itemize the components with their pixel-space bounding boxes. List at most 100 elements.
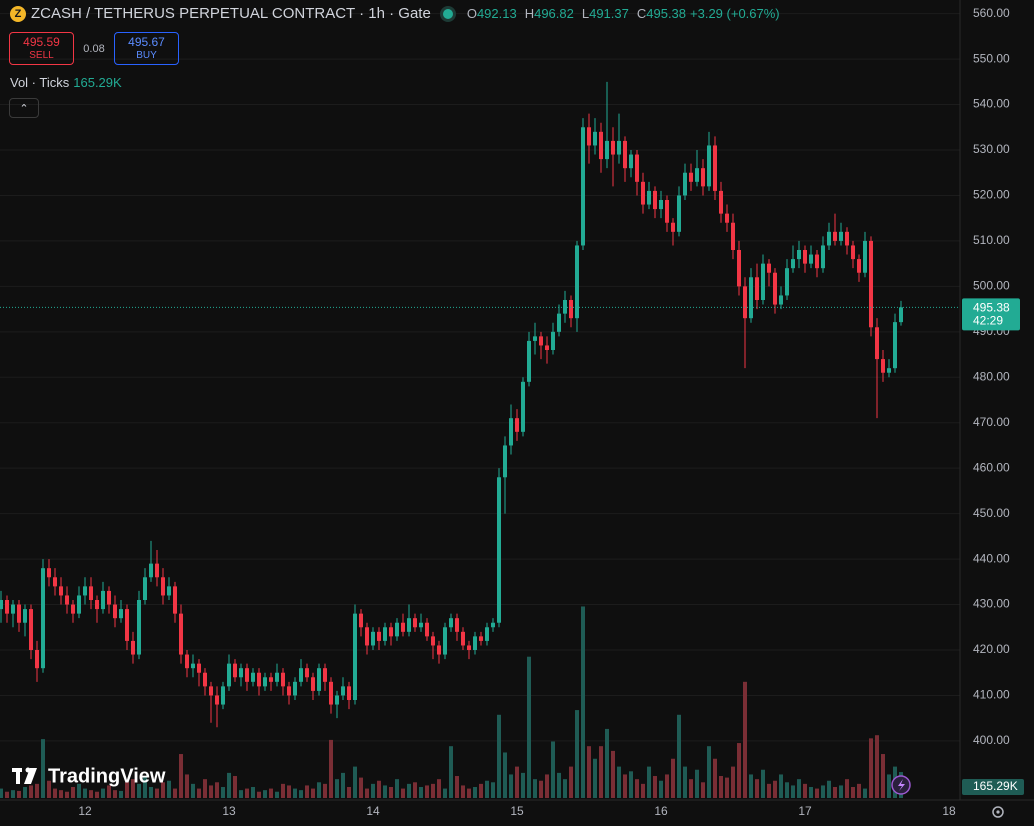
- volume-bar: [401, 788, 405, 798]
- collapse-button[interactable]: ⌃: [9, 98, 39, 118]
- candle-body: [521, 381, 525, 432]
- volume-bar: [707, 746, 711, 798]
- candle-body: [173, 586, 177, 614]
- candle-body: [827, 231, 831, 246]
- volume-bar: [95, 791, 99, 798]
- candle-body: [77, 595, 81, 614]
- candle-body: [767, 263, 771, 273]
- volume-bar: [509, 774, 513, 798]
- volume-bar: [755, 779, 759, 798]
- volume-bar: [77, 783, 81, 798]
- volume-bar: [119, 790, 123, 798]
- legend-key: C: [636, 6, 647, 21]
- candle-body: [155, 563, 159, 578]
- volume-bar: [713, 758, 717, 798]
- candle-body: [215, 695, 219, 705]
- candle-body: [881, 359, 885, 373]
- candle-body: [281, 672, 285, 687]
- candle-body: [467, 645, 471, 650]
- volume-bar: [305, 785, 309, 798]
- last-price-tag: [962, 298, 1020, 331]
- coin-icon: Z: [10, 5, 26, 22]
- candle-body: [113, 604, 117, 619]
- sell-button[interactable]: 495.59 SELL: [9, 32, 74, 65]
- trade-panel: 495.59 SELL 0.08 495.67 BUY: [9, 32, 179, 65]
- volume-bar: [665, 774, 669, 798]
- settings-button[interactable]: [992, 806, 1004, 818]
- candle-body: [419, 622, 423, 628]
- volume-bar: [803, 783, 807, 798]
- candle-body: [383, 627, 387, 641]
- volume-bar: [5, 791, 9, 798]
- volume-bar: [527, 656, 531, 798]
- volume-tag-label: 165.29K: [973, 779, 1018, 793]
- candle-body: [305, 668, 309, 678]
- volume-bar: [407, 783, 411, 798]
- y-tick-label: 520.00: [973, 188, 1010, 202]
- candle-body: [407, 618, 411, 632]
- y-tick-label: 470.00: [973, 415, 1010, 429]
- candle-body: [221, 686, 225, 705]
- volume-bar: [851, 787, 855, 798]
- sell-label: SELL: [29, 49, 54, 61]
- candle-body: [227, 663, 231, 687]
- volume-bar: [497, 714, 501, 798]
- volume-bar: [389, 787, 393, 798]
- candle-body: [773, 272, 777, 305]
- candle-body: [65, 595, 69, 605]
- volume-bar: [647, 766, 651, 798]
- candle-body: [749, 277, 753, 319]
- watermark: TradingView: [12, 765, 166, 787]
- candle-body: [251, 672, 255, 682]
- candle-body: [587, 127, 591, 146]
- volume-bar: [167, 780, 171, 798]
- volume-bar: [323, 783, 327, 798]
- volume-bar: [491, 782, 495, 798]
- candle-body: [863, 240, 867, 273]
- volume-bar: [545, 774, 549, 798]
- candle-body: [647, 190, 651, 205]
- candle-body: [263, 677, 267, 687]
- candle-body: [317, 668, 321, 691]
- candle-body: [443, 627, 447, 655]
- candle-body: [527, 340, 531, 382]
- volume-bar: [179, 754, 183, 798]
- volume-bar: [737, 743, 741, 798]
- volume-bar: [683, 766, 687, 798]
- change: +3.29 (+0.67%): [690, 6, 780, 21]
- volume-bar: [161, 782, 165, 798]
- volume-bar: [143, 776, 147, 798]
- volume-bar: [539, 780, 543, 798]
- volume-bar: [419, 787, 423, 798]
- volume-bar: [599, 746, 603, 798]
- volume-bar: [863, 788, 867, 798]
- volume-bar: [71, 787, 75, 798]
- volume-bar: [287, 785, 291, 798]
- buy-button[interactable]: 495.67 BUY: [114, 32, 179, 65]
- volume-bar: [383, 785, 387, 798]
- candle-body: [287, 686, 291, 696]
- y-tick-label: 510.00: [973, 233, 1010, 247]
- x-tick-label: 12: [78, 804, 92, 818]
- candle-body: [17, 604, 21, 623]
- last-price-label: 495.38: [973, 301, 1010, 315]
- volume-bar: [233, 776, 237, 798]
- y-tick-label: 500.00: [973, 279, 1010, 293]
- volume-bar: [797, 779, 801, 798]
- candle-body: [809, 254, 813, 264]
- candle-body: [755, 277, 759, 300]
- volume-bar: [11, 790, 15, 798]
- volume-bar: [0, 788, 3, 798]
- candle-body: [785, 268, 789, 296]
- volume-bar: [563, 779, 567, 798]
- candle-body: [803, 250, 807, 264]
- symbol-title[interactable]: ZCASH / TETHERUS PERPETUAL CONTRACT · 1h…: [31, 5, 431, 22]
- volume-bar: [887, 774, 891, 798]
- volume-bar: [467, 788, 471, 798]
- candle-body: [131, 640, 135, 655]
- volume-bar: [731, 766, 735, 798]
- volume-bar: [89, 790, 93, 798]
- candles: [0, 81, 903, 728]
- volume-bar: [299, 790, 303, 798]
- volume-bar: [209, 785, 213, 798]
